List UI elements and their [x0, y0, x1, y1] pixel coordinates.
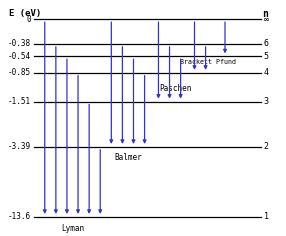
Text: ∞: ∞	[264, 15, 269, 24]
Text: 2: 2	[264, 142, 269, 151]
Text: Brackett Pfund: Brackett Pfund	[180, 59, 236, 64]
Text: E (eV): E (eV)	[9, 9, 41, 18]
Text: 6: 6	[264, 39, 269, 48]
Text: -0.38: -0.38	[8, 39, 31, 48]
Text: Paschen: Paschen	[159, 84, 191, 93]
Text: -3.39: -3.39	[8, 142, 31, 151]
Text: 4: 4	[264, 68, 269, 77]
Text: 5: 5	[264, 52, 269, 61]
Text: -0.54: -0.54	[8, 52, 31, 61]
Text: Lyman: Lyman	[61, 224, 84, 233]
Text: 0: 0	[26, 15, 31, 24]
Text: -0.85: -0.85	[8, 68, 31, 77]
Text: 1: 1	[264, 212, 269, 221]
Text: 3: 3	[264, 97, 269, 106]
Text: n: n	[263, 9, 268, 19]
Text: Balmer: Balmer	[114, 153, 142, 162]
Text: -13.6: -13.6	[8, 212, 31, 221]
Text: -1.51: -1.51	[8, 97, 31, 106]
